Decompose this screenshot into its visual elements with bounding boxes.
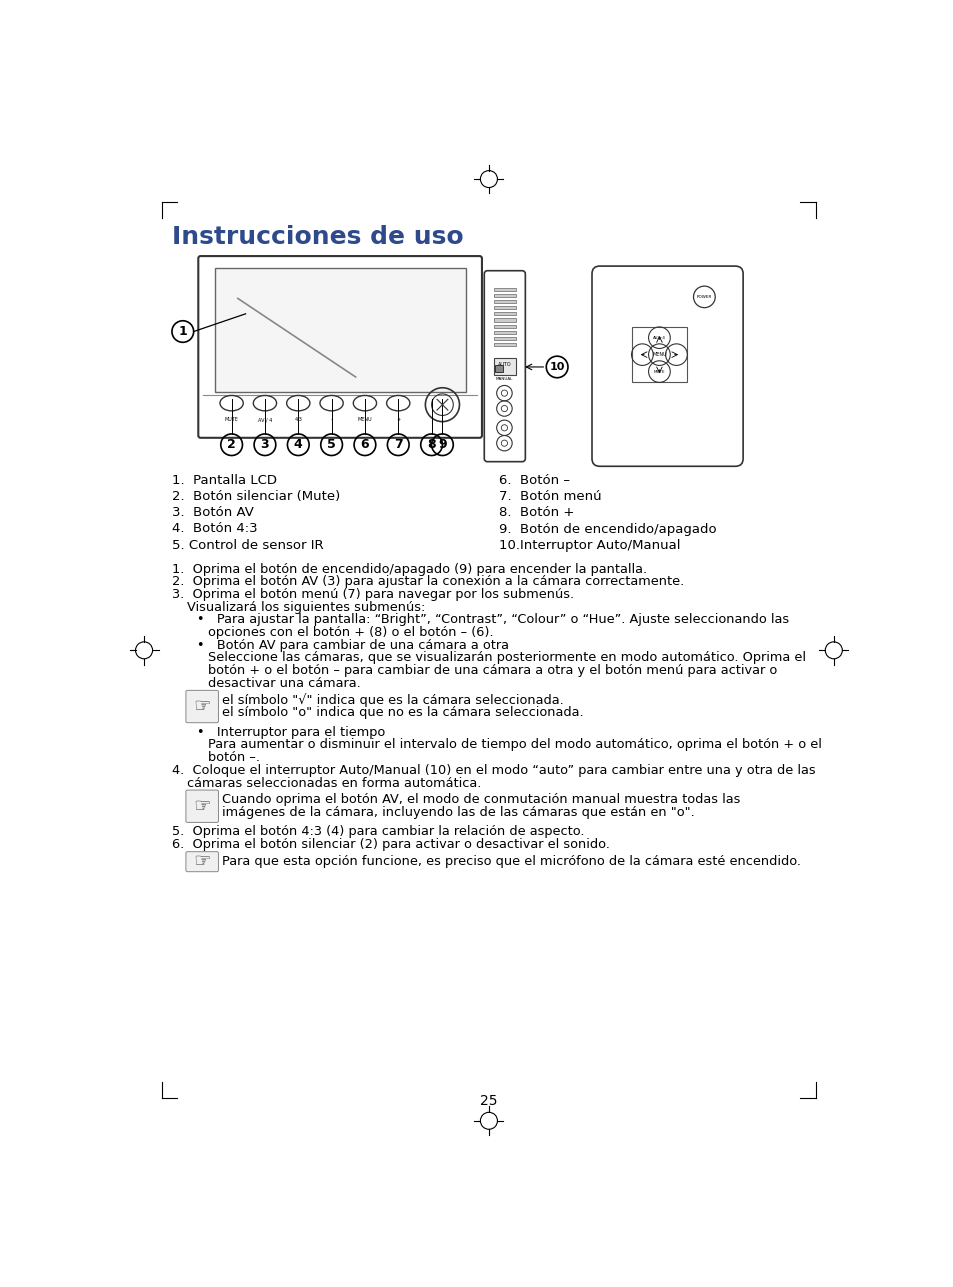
Text: 9: 9 [437, 439, 446, 452]
Text: 2.  Oprima el botón AV (3) para ajustar la conexión a la cámara correctamente.: 2. Oprima el botón AV (3) para ajustar l… [172, 575, 683, 588]
Text: 1.  Pantalla LCD: 1. Pantalla LCD [172, 474, 276, 486]
Text: 8.  Botón +: 8. Botón + [498, 506, 574, 520]
Text: cámaras seleccionadas en forma automática.: cámaras seleccionadas en forma automátic… [187, 776, 481, 790]
Bar [493, 313, 516, 315]
Bar [495, 364, 502, 372]
Text: 25: 25 [479, 1094, 497, 1108]
Text: Instrucciones de uso: Instrucciones de uso [172, 225, 463, 250]
Text: 5: 5 [327, 439, 335, 452]
Bar [214, 268, 465, 393]
Text: 6.  Botón –: 6. Botón – [498, 474, 569, 486]
Text: Para que esta opción funcione, es preciso que el micrófono de la cámara esté enc: Para que esta opción funcione, es precis… [222, 855, 801, 867]
Text: POWER: POWER [696, 295, 711, 299]
Text: 9.  Botón de encendido/apagado: 9. Botón de encendido/apagado [498, 523, 716, 535]
Text: AV/+4: AV/+4 [652, 336, 665, 340]
FancyBboxPatch shape [186, 852, 218, 871]
Text: MUTE: MUTE [653, 369, 664, 373]
Text: Seleccione las cámaras, que se visualizarán posteriormente en modo automático. O: Seleccione las cámaras, que se visualiza… [208, 651, 805, 664]
Text: 4.  Botón 4:3: 4. Botón 4:3 [172, 523, 257, 535]
Text: 3: 3 [260, 439, 269, 452]
Bar [493, 318, 516, 322]
FancyBboxPatch shape [484, 270, 525, 462]
Text: MANUAL: MANUAL [496, 377, 513, 381]
Text: ☞: ☞ [193, 698, 211, 716]
Text: Visualizará los siguientes submenús:: Visualizará los siguientes submenús: [187, 601, 425, 614]
Text: 2.  Botón silenciar (Mute): 2. Botón silenciar (Mute) [172, 490, 340, 503]
Bar [493, 359, 516, 376]
Bar [493, 293, 516, 297]
Text: •   Botón AV para cambiar de una cámara a otra: • Botón AV para cambiar de una cámara a … [196, 638, 508, 651]
FancyBboxPatch shape [198, 256, 481, 438]
Text: MENU: MENU [357, 417, 372, 422]
Text: 4:3: 4:3 [294, 417, 302, 422]
Text: -: - [331, 417, 333, 422]
Text: 3.  Botón AV: 3. Botón AV [172, 506, 253, 520]
Text: 4: 4 [294, 439, 302, 452]
Text: el símbolo "o" indica que no es la cámara seleccionada.: el símbolo "o" indica que no es la cámar… [222, 707, 583, 719]
FancyBboxPatch shape [592, 266, 742, 466]
Text: 6.  Oprima el botón silenciar (2) para activar o desactivar el sonido.: 6. Oprima el botón silenciar (2) para ac… [172, 838, 609, 851]
Text: 7: 7 [394, 439, 402, 452]
Bar [493, 331, 516, 333]
Text: •   Interruptor para el tiempo: • Interruptor para el tiempo [196, 726, 385, 739]
Bar [493, 288, 516, 291]
Text: 1: 1 [178, 326, 187, 338]
Bar [493, 337, 516, 340]
Text: MENU: MENU [652, 353, 666, 356]
Text: imágenes de la cámara, incluyendo las de las cámaras que están en "o".: imágenes de la cámara, incluyendo las de… [222, 806, 695, 819]
Text: AUTO: AUTO [497, 363, 511, 367]
FancyBboxPatch shape [186, 690, 218, 723]
Text: 2: 2 [227, 439, 235, 452]
Text: AV / 4: AV / 4 [257, 417, 272, 422]
Text: 8: 8 [427, 439, 436, 452]
Bar [493, 324, 516, 328]
Text: ☞: ☞ [193, 852, 211, 871]
Text: desactivar una cámara.: desactivar una cámara. [208, 677, 361, 690]
Text: 5.  Oprima el botón 4:3 (4) para cambiar la relación de aspecto.: 5. Oprima el botón 4:3 (4) para cambiar … [172, 825, 584, 839]
Text: MUTE: MUTE [225, 417, 238, 422]
Text: botón + o el botón – para cambiar de una cámara a otra y el botón menú para acti: botón + o el botón – para cambiar de una… [208, 664, 777, 677]
Text: botón –.: botón –. [208, 752, 260, 764]
Text: 7.  Botón menú: 7. Botón menú [498, 490, 601, 503]
Text: 4.  Coloque el interruptor Auto/Manual (10) en el modo “auto” para cambiar entre: 4. Coloque el interruptor Auto/Manual (1… [172, 764, 815, 777]
Text: +: + [395, 417, 400, 422]
Text: Para aumentar o disminuir el intervalo de tiempo del modo automático, oprima el : Para aumentar o disminuir el intervalo d… [208, 739, 821, 752]
Text: ☞: ☞ [193, 797, 211, 816]
Text: el símbolo "√" indica que es la cámara seleccionada.: el símbolo "√" indica que es la cámara s… [222, 694, 563, 707]
Bar [493, 306, 516, 309]
Text: opciones con el botón + (8) o el botón – (6).: opciones con el botón + (8) o el botón –… [208, 625, 494, 640]
Text: 6: 6 [360, 439, 369, 452]
Text: •   Para ajustar la pantalla: “Bright”, “Contrast”, “Colour” o “Hue”. Ajuste sel: • Para ajustar la pantalla: “Bright”, “C… [196, 614, 788, 627]
Bar [493, 344, 516, 346]
Text: 10: 10 [549, 362, 564, 372]
FancyBboxPatch shape [186, 790, 218, 822]
Bar [493, 300, 516, 302]
Text: 10.Interruptor Auto/Manual: 10.Interruptor Auto/Manual [498, 539, 679, 552]
Text: 3.  Oprima el botón menú (7) para navegar por los submenús.: 3. Oprima el botón menú (7) para navegar… [172, 588, 574, 601]
Text: 1.  Oprima el botón de encendido/apagado (9) para encender la pantalla.: 1. Oprima el botón de encendido/apagado … [172, 562, 646, 575]
Text: 5. Control de sensor IR: 5. Control de sensor IR [172, 539, 323, 552]
Bar [631, 327, 686, 382]
Text: Cuando oprima el botón AV, el modo de conmutación manual muestra todas las: Cuando oprima el botón AV, el modo de co… [222, 793, 740, 806]
